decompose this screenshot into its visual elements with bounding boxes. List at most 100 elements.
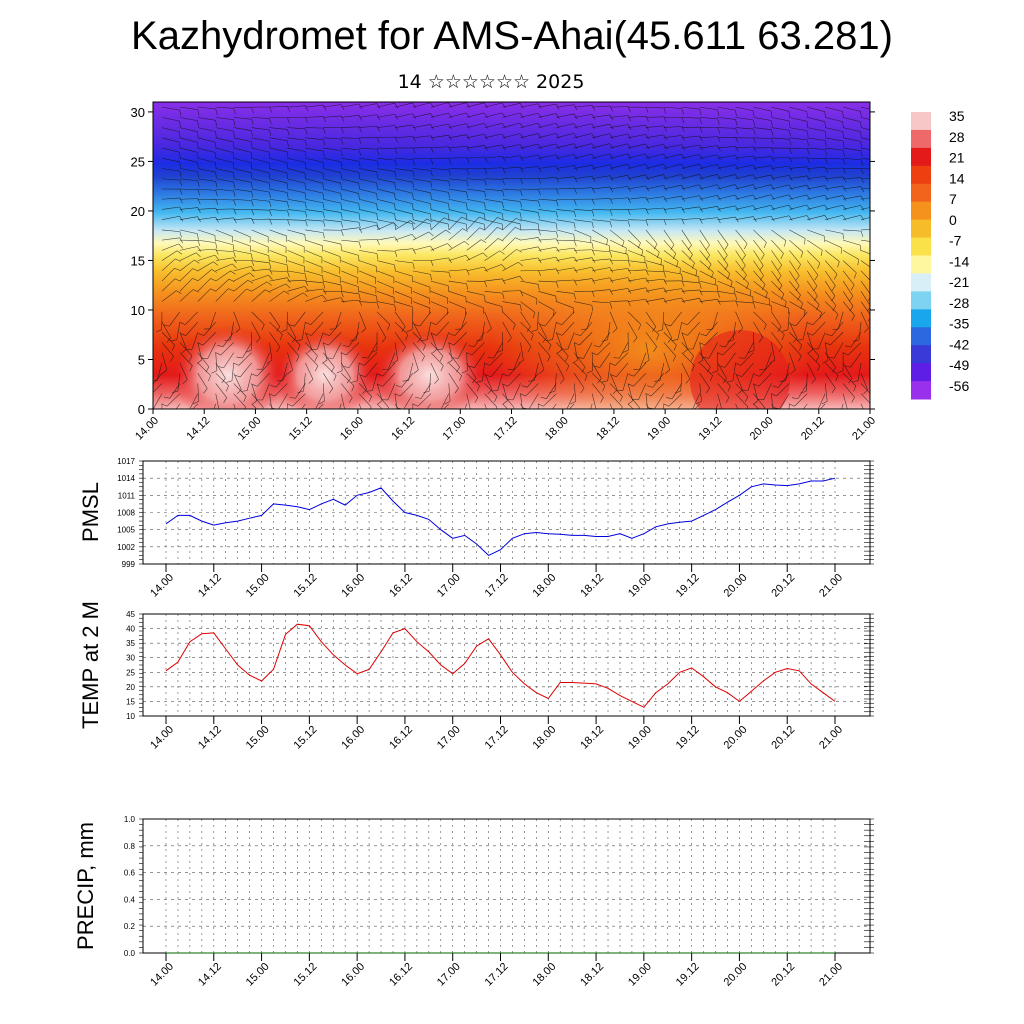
- wind-barb-flag: [270, 385, 277, 388]
- wind-barb-staff: [177, 373, 181, 392]
- wind-barb-flag: [487, 357, 494, 359]
- heat-x-tick-label: 20.12: [799, 415, 827, 443]
- wind-barb-staff: [197, 147, 216, 153]
- wind-barb-staff: [282, 362, 288, 381]
- wind-barb-flag: [267, 411, 272, 414]
- wind-barb-flag: [484, 202, 486, 209]
- wind-barb-staff: [430, 188, 449, 193]
- wind-barb-flag: [447, 243, 452, 249]
- wind-barb-staff: [448, 362, 462, 376]
- wind-barb-staff: [842, 260, 857, 273]
- wind-barb-staff: [356, 362, 360, 381]
- wind-barb-flag: [574, 199, 577, 206]
- wind-barb-staff: [699, 174, 718, 180]
- wind-barb-staff: [789, 291, 803, 304]
- wind-barb-staff: [179, 117, 198, 122]
- wind-barb-flag: [371, 349, 378, 353]
- wind-barb-flag: [752, 194, 757, 200]
- wind-barb-staff: [502, 403, 509, 409]
- wind-barb-staff: [175, 403, 181, 409]
- wind-barb-staff: [233, 137, 252, 142]
- wind-barb-staff: [466, 239, 482, 251]
- wind-barb-staff: [753, 321, 763, 338]
- wind-barb-staff: [861, 229, 870, 231]
- wind-barb-flag: [340, 411, 345, 414]
- wind-barb-staff: [197, 188, 216, 191]
- wind-barb-flag: [466, 352, 472, 356]
- wind-barb-staff: [764, 352, 772, 370]
- wind-barb-flag: [681, 135, 685, 141]
- wind-barb-flag: [250, 172, 253, 179]
- wind-barb-flag: [847, 378, 853, 384]
- wind-barb-flag: [817, 365, 821, 372]
- wind-barb-staff: [627, 185, 646, 190]
- wind-barb-staff: [251, 198, 270, 202]
- wind-barb-flag: [734, 194, 739, 201]
- wind-barb-flag: [247, 279, 254, 284]
- wind-barb-staff: [394, 332, 406, 348]
- wind-barb-staff: [663, 218, 682, 220]
- wind-barb-staff: [294, 311, 306, 327]
- wind-barb-staff: [724, 352, 736, 368]
- wind-barb-flag: [777, 275, 782, 281]
- wind-barb-staff: [717, 205, 736, 210]
- wind-barb-staff: [771, 215, 790, 220]
- wind-barb-staff: [287, 260, 305, 267]
- wind-barb-flag: [487, 389, 493, 395]
- wind-barb-staff: [610, 115, 629, 118]
- wind-barb-staff: [607, 362, 611, 381]
- wind-barb-staff: [466, 156, 485, 159]
- wind-barb-flag: [842, 111, 844, 118]
- wind-barb-staff: [771, 165, 790, 169]
- wind-barb-staff: [305, 137, 324, 140]
- wind-barb-staff: [484, 311, 492, 329]
- wind-barb-staff: [466, 209, 485, 214]
- wind-barb-staff: [753, 156, 772, 159]
- wind-barb-flag: [735, 294, 737, 301]
- wind-barb-staff: [399, 383, 414, 397]
- wind-barb-staff: [341, 158, 360, 162]
- wind-barb-staff: [538, 198, 557, 201]
- wind-barb-flag: [305, 117, 308, 123]
- wind-barb-staff: [704, 332, 718, 346]
- wind-barb-flag: [412, 262, 415, 269]
- wind-barb-staff: [502, 155, 521, 159]
- wind-barb-staff: [359, 209, 377, 214]
- wind-barb-staff: [717, 184, 736, 190]
- wind-barb-staff: [645, 321, 660, 335]
- wind-barb-flag: [303, 292, 308, 297]
- wind-barb-staff: [843, 147, 861, 151]
- wind-barb-staff: [627, 260, 646, 264]
- wind-barb-flag: [860, 195, 865, 202]
- wind-barb-staff: [179, 252, 197, 261]
- wind-barb-flag: [790, 369, 796, 374]
- wind-barb-staff: [161, 258, 176, 272]
- wind-barb-flag: [215, 162, 217, 169]
- wind-barb-flag: [609, 124, 614, 130]
- wind-barb-flag: [537, 223, 540, 230]
- wind-barb-flag: [778, 264, 782, 271]
- wind-barb-flag: [581, 366, 586, 373]
- wind-barb-flag: [864, 327, 869, 333]
- wind-barb-staff: [257, 362, 270, 377]
- wind-barb-flag: [466, 411, 471, 414]
- wind-barb-staff: [825, 214, 843, 220]
- x-tick-label: 17.12: [483, 961, 511, 989]
- wind-barb-flag: [591, 242, 594, 249]
- wind-barb-staff: [583, 342, 593, 359]
- wind-barb-flag: [609, 221, 612, 228]
- wind-barb-flag: [282, 422, 288, 424]
- wind-barb-staff: [771, 342, 776, 361]
- wind-barb-flag: [717, 411, 722, 415]
- wind-barb-staff: [502, 275, 520, 282]
- wind-barb-flag: [645, 287, 650, 293]
- wind-barb-staff: [471, 342, 485, 356]
- wind-barb-flag: [269, 192, 271, 199]
- wind-barb-flag: [430, 135, 434, 142]
- wind-barb-staff: [807, 260, 819, 276]
- wind-barb-flag: [627, 115, 631, 122]
- wind-barb-flag: [743, 243, 748, 250]
- wind-barb-staff: [645, 287, 664, 292]
- wind-barb-flag: [192, 268, 199, 272]
- wind-barb-flag: [289, 396, 296, 399]
